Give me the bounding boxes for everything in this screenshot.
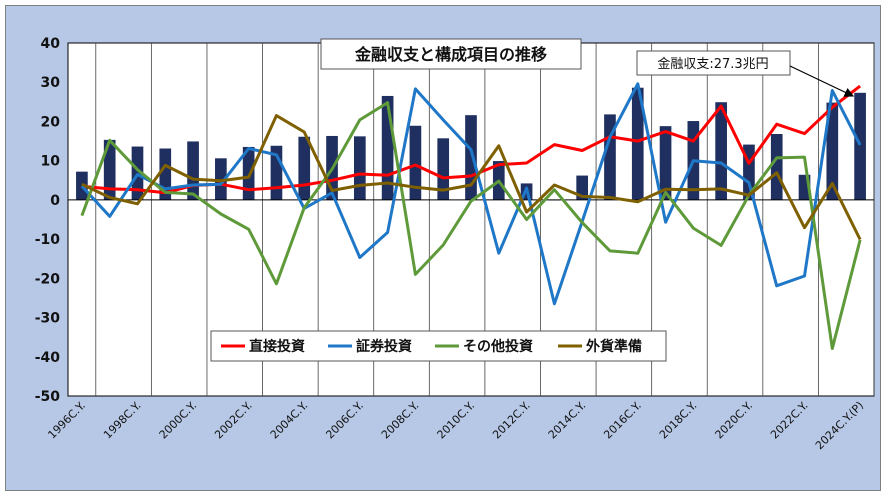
chart-svg: 40 30 20 10 0 -10 -20 -30 -40 -50 1996C.Y. 1998C.Y… bbox=[35, 36, 875, 452]
bar-2000 bbox=[187, 141, 199, 200]
y-tick-label: 40 bbox=[41, 36, 61, 52]
x-tick-label: 2020C.Y. bbox=[713, 399, 756, 442]
x-tick-label: 2004C.Y. bbox=[268, 399, 311, 442]
y-tick-label: -50 bbox=[35, 389, 61, 405]
chart-frame: 40 30 20 10 0 -10 -20 -30 -40 -50 1996C.Y. 1998C.Y… bbox=[5, 5, 881, 491]
y-tick-label: 0 bbox=[50, 193, 60, 209]
y-tick-label: -30 bbox=[35, 311, 61, 327]
series-line-4 bbox=[81, 114, 862, 241]
bar-2024 bbox=[854, 92, 866, 200]
x-tick-label: 2010C.Y. bbox=[435, 399, 478, 442]
y-tick-label: -40 bbox=[35, 350, 61, 366]
y-tick-label: -20 bbox=[35, 271, 61, 287]
x-tick-label: 2008C.Y. bbox=[379, 399, 422, 442]
bar-2020 bbox=[743, 144, 755, 200]
bar-2006 bbox=[353, 136, 366, 200]
annotation-text: 金融収支:27.3兆円 bbox=[657, 56, 768, 72]
legend: 直接投資 証券投資 その他投資 外貨準備 bbox=[210, 330, 667, 362]
xtick-layer: 1996C.Y. 1998C.Y. 2000C.Y. 2002C.Y. 2004C.Y.… bbox=[45, 399, 866, 452]
x-tick-label: 2024C.Y.(P) bbox=[813, 399, 866, 452]
y-tick-label: -10 bbox=[35, 232, 61, 248]
x-tick-label: 2006C.Y. bbox=[323, 399, 366, 442]
chart-title-box: 金融収支と構成項目の推移 bbox=[320, 38, 582, 70]
legend-label: 直接投資 bbox=[249, 338, 305, 355]
chart-title: 金融収支と構成項目の推移 bbox=[354, 45, 547, 64]
y-tick-label: 20 bbox=[41, 114, 61, 130]
legend-label: その他投資 bbox=[463, 338, 533, 355]
bar-2021 bbox=[770, 133, 783, 200]
bar-2019 bbox=[715, 102, 727, 200]
x-tick-label: 2012C.Y. bbox=[490, 399, 533, 442]
legend-items: 直接投資 証券投資 その他投資 外貨準備 bbox=[221, 338, 642, 355]
series-line-3 bbox=[80, 101, 862, 350]
series-line-2 bbox=[80, 82, 862, 306]
ytick-layer: 40 30 20 10 0 -10 -20 -30 -40 -50 bbox=[35, 36, 61, 405]
bar-2001 bbox=[215, 158, 227, 200]
bar-2009 bbox=[437, 138, 450, 200]
x-tick-label: 2002C.Y. bbox=[212, 399, 255, 442]
bar-2007 bbox=[381, 95, 394, 200]
y-tick-label: 10 bbox=[41, 154, 61, 170]
bar-2023 bbox=[826, 102, 839, 200]
bar-2014 bbox=[576, 175, 589, 200]
x-tick-label: 1996C.Y. bbox=[45, 399, 88, 442]
x-tick-label: 1998C.Y. bbox=[101, 399, 144, 442]
bar-2004 bbox=[298, 136, 311, 200]
y-tick-label: 30 bbox=[41, 75, 61, 91]
bar-1997 bbox=[103, 139, 116, 200]
bar-2003 bbox=[270, 145, 283, 200]
bar-2015 bbox=[604, 114, 616, 200]
bar-2008 bbox=[409, 125, 422, 200]
bar-2010 bbox=[465, 115, 477, 200]
bar-2002 bbox=[242, 146, 255, 200]
bar-2016 bbox=[631, 87, 644, 200]
bar-1999 bbox=[159, 148, 172, 200]
annotation-arrow bbox=[789, 65, 855, 97]
bar-2017 bbox=[659, 126, 672, 200]
legend-label: 外貨準備 bbox=[586, 338, 642, 355]
line-layer bbox=[80, 82, 862, 350]
x-tick-label: 2016C.Y. bbox=[601, 399, 644, 442]
bar-2022 bbox=[798, 174, 811, 200]
x-tick-label: 2018C.Y. bbox=[657, 399, 700, 442]
legend-label: 証券投資 bbox=[356, 338, 412, 355]
x-tick-label: 2014C.Y. bbox=[546, 399, 589, 442]
x-tick-label: 2022C.Y. bbox=[768, 399, 811, 442]
annotation-box: 金融収支:27.3兆円 bbox=[636, 50, 855, 97]
x-tick-label: 2000C.Y. bbox=[157, 399, 200, 442]
